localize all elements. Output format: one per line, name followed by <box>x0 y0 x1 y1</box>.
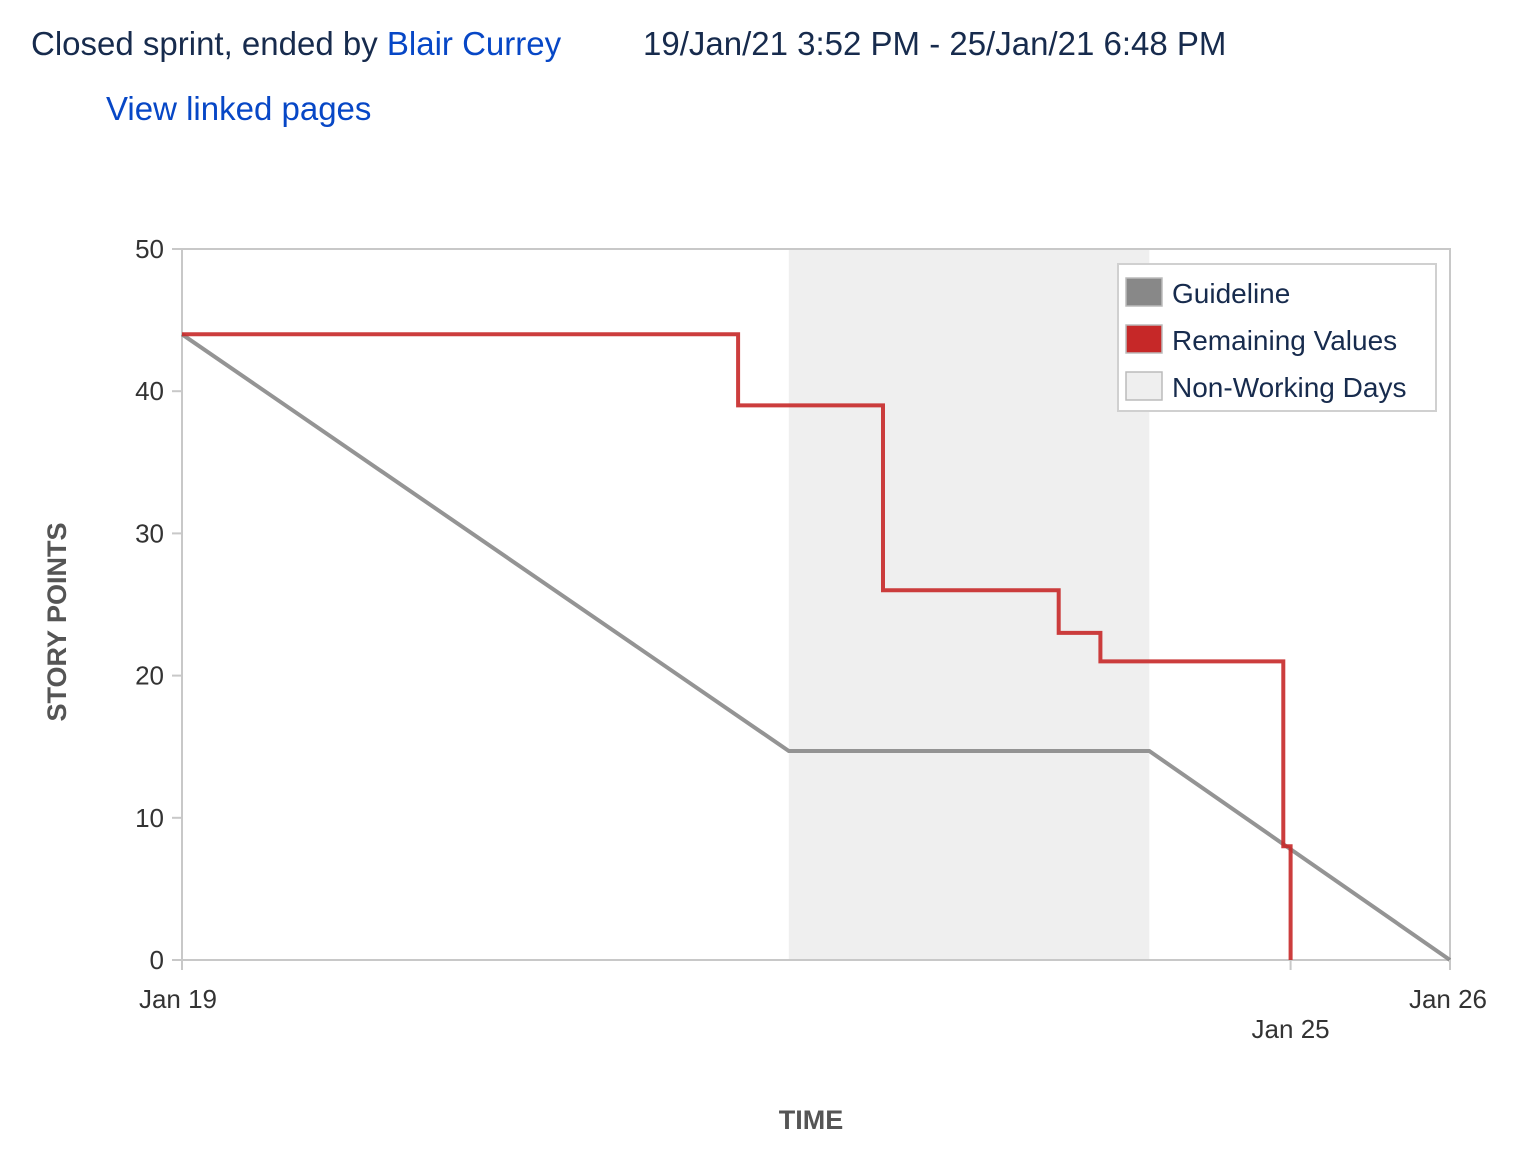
legend-box <box>1117 263 1437 412</box>
view-linked-pages-link[interactable]: View linked pages <box>106 90 372 127</box>
sprint-status: Closed sprint, ended by Blair Currey <box>31 24 561 64</box>
x-axis-title: TIME <box>779 1105 844 1135</box>
sprint-status-prefix: Closed sprint, ended by <box>31 25 387 62</box>
legend-label-1: Remaining Values <box>1172 325 1397 356</box>
y-tick-label: 50 <box>135 234 164 264</box>
ticks-layer: 0 10 20 30 40 50 Jan 19 Jan 25 Jan 26 <box>135 234 1487 1044</box>
legend-label-0: Guideline <box>1172 278 1290 309</box>
ended-by-user-link[interactable]: Blair Currey <box>386 25 562 62</box>
series-layer <box>180 332 1452 962</box>
legend-swatch-1 <box>1125 324 1163 354</box>
legend-label-2: Non-Working Days <box>1172 372 1406 403</box>
y-tick-label: 20 <box>135 661 164 691</box>
remaining-values-series <box>182 332 1293 960</box>
axes-layer <box>181 248 1451 961</box>
y-tick-label: 30 <box>135 518 164 548</box>
y-tick-label: 40 <box>135 376 164 406</box>
x-tick-label: Jan 26 <box>1409 984 1487 1014</box>
y-axis-title: STORY POINTS <box>42 522 72 721</box>
sprint-date-range: 19/Jan/21 3:52 PM - 25/Jan/21 6:48 PM <box>643 25 1227 62</box>
legend-swatch-0 <box>1125 277 1163 307</box>
legend-swatch-2 <box>1125 371 1163 401</box>
x-tick-label: Jan 19 <box>139 984 217 1014</box>
non-working-band-0 <box>788 249 1150 960</box>
x-tick-label: Jan 25 <box>1252 1014 1330 1044</box>
non-working-days-layer <box>788 249 1150 960</box>
chart-legend: Guideline Remaining Values Non-Working Day… <box>1117 263 1437 412</box>
plot-frame <box>181 248 1451 961</box>
y-tick-label: 10 <box>135 803 164 833</box>
guideline-series <box>180 332 1452 962</box>
y-tick-label: 0 <box>150 945 164 975</box>
